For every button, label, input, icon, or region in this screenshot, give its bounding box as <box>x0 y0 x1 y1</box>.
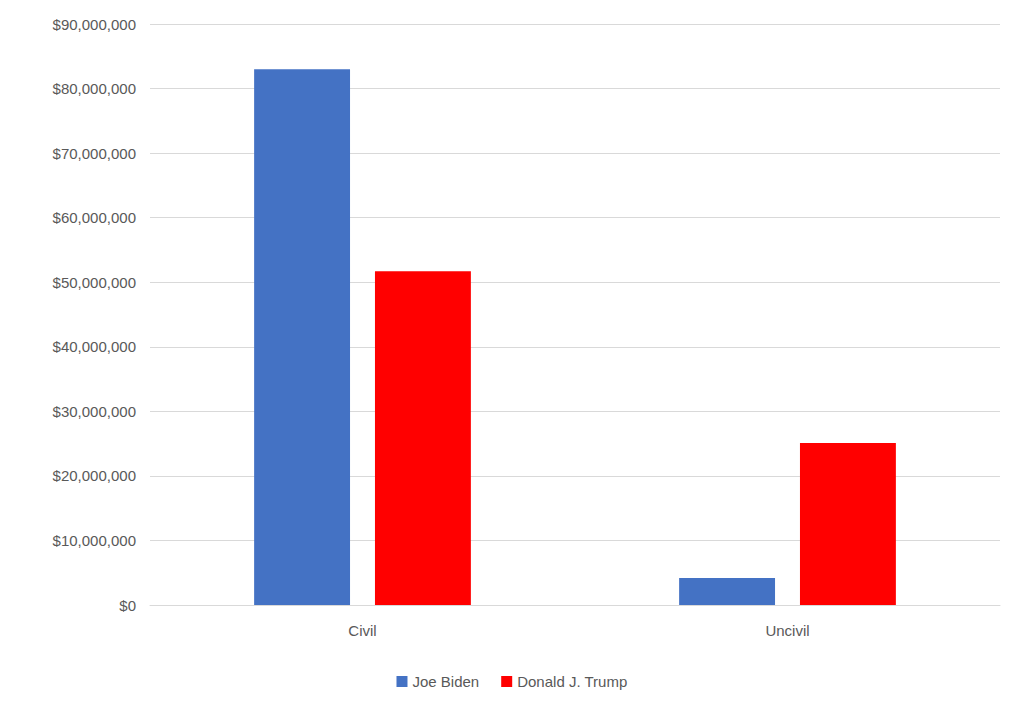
svg-text:$90,000,000: $90,000,000 <box>53 16 136 33</box>
svg-text:$0: $0 <box>119 597 136 614</box>
svg-text:Civil: Civil <box>348 622 376 639</box>
svg-text:$10,000,000: $10,000,000 <box>53 532 136 549</box>
svg-text:$30,000,000: $30,000,000 <box>53 403 136 420</box>
svg-text:$70,000,000: $70,000,000 <box>53 145 136 162</box>
svg-text:Uncivil: Uncivil <box>765 622 809 639</box>
svg-text:Joe Biden: Joe Biden <box>412 673 479 690</box>
svg-text:$40,000,000: $40,000,000 <box>53 338 136 355</box>
svg-text:$50,000,000: $50,000,000 <box>53 274 136 291</box>
svg-text:$80,000,000: $80,000,000 <box>53 80 136 97</box>
svg-text:$60,000,000: $60,000,000 <box>53 209 136 226</box>
svg-text:$20,000,000: $20,000,000 <box>53 467 136 484</box>
svg-text:Donald J. Trump: Donald J. Trump <box>517 673 627 690</box>
